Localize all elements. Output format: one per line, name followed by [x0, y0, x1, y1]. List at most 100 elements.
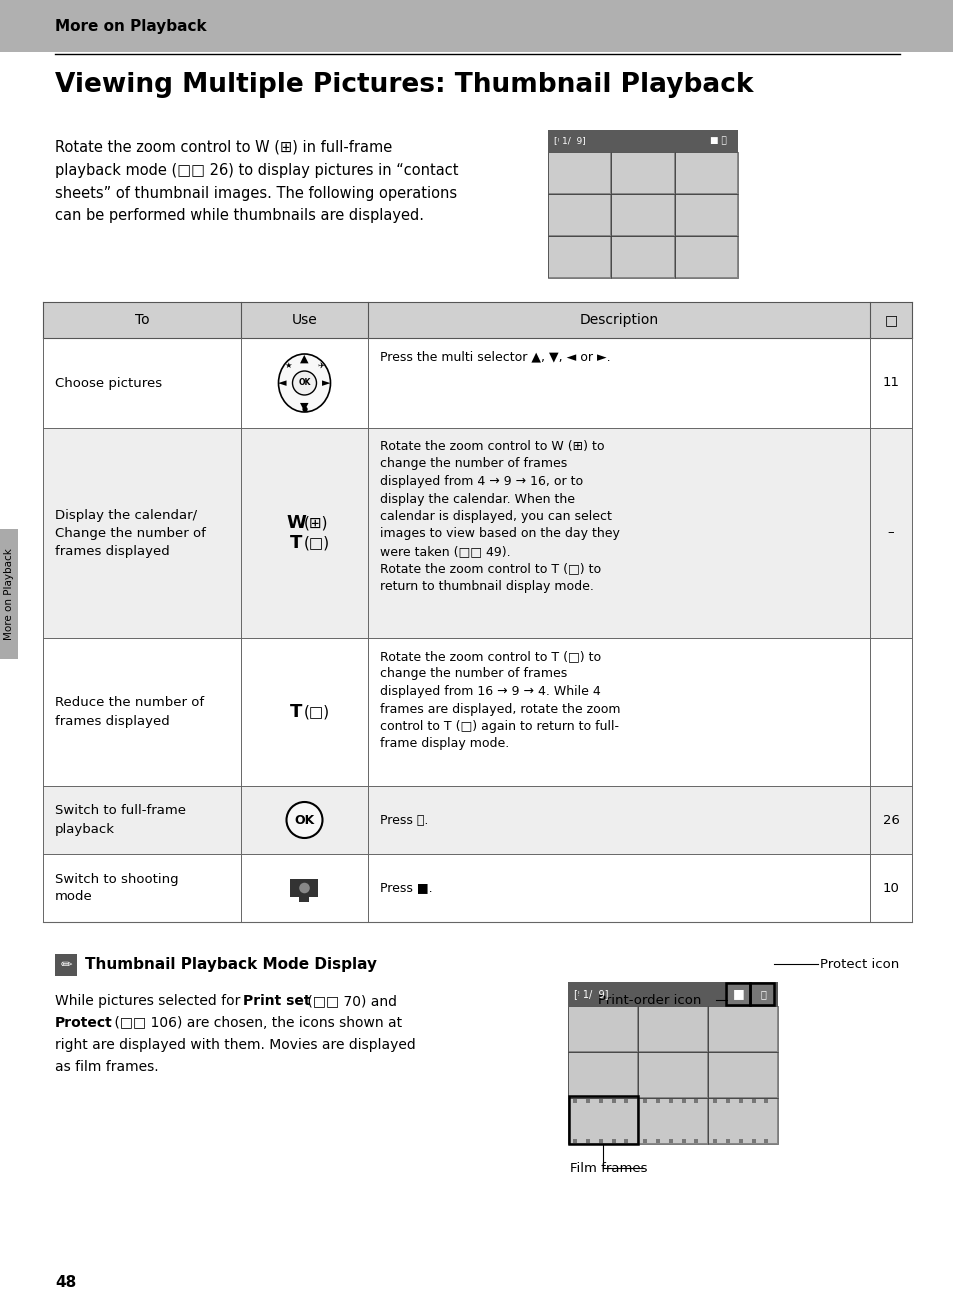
- Text: More on Playback: More on Playback: [4, 548, 14, 640]
- Text: Switch to full-frame
playback: Switch to full-frame playback: [55, 804, 186, 836]
- Text: ◄: ◄: [278, 378, 287, 388]
- Text: 11: 11: [882, 377, 899, 389]
- Bar: [548, 152, 610, 193]
- Text: While pictures selected for: While pictures selected for: [55, 993, 245, 1008]
- Text: ✏: ✏: [60, 958, 71, 972]
- Bar: [725, 1139, 729, 1143]
- Text: –: –: [886, 527, 893, 540]
- Text: Protect icon: Protect icon: [820, 958, 899, 971]
- Text: 10: 10: [882, 882, 899, 895]
- Bar: [567, 1099, 638, 1144]
- Text: Viewing Multiple Pictures: Thumbnail Playback: Viewing Multiple Pictures: Thumbnail Pla…: [55, 72, 753, 99]
- Bar: [611, 237, 674, 279]
- Text: [ᵎ 1/  9]: [ᵎ 1/ 9]: [554, 137, 585, 146]
- Text: OK: OK: [294, 813, 314, 827]
- Bar: [548, 237, 610, 277]
- Text: OK: OK: [298, 378, 311, 388]
- Bar: [725, 983, 749, 1005]
- Bar: [43, 302, 911, 338]
- Text: [ᵎ 1/  9]: [ᵎ 1/ 9]: [574, 989, 608, 999]
- Bar: [725, 1099, 729, 1102]
- Ellipse shape: [293, 371, 316, 396]
- Bar: [547, 237, 611, 279]
- Text: ★: ★: [284, 360, 292, 369]
- Text: □: □: [883, 313, 897, 327]
- Bar: [43, 854, 911, 922]
- Text: ▼: ▼: [300, 402, 309, 413]
- Bar: [598, 1139, 602, 1143]
- Text: ■ Ⓞ: ■ Ⓞ: [709, 137, 726, 146]
- Bar: [611, 1139, 615, 1143]
- Bar: [680, 1099, 685, 1102]
- Bar: [573, 1099, 577, 1102]
- Text: Press the multi selector ▲, ▼, ◄ or ►.: Press the multi selector ▲, ▼, ◄ or ►.: [379, 350, 610, 363]
- Bar: [638, 1099, 707, 1144]
- Bar: [611, 1099, 615, 1102]
- Bar: [708, 1053, 776, 1097]
- Bar: [43, 786, 911, 854]
- Text: (□□ 106) are chosen, the icons shown at: (□□ 106) are chosen, the icons shown at: [110, 1016, 402, 1030]
- Text: right are displayed with them. Movies are displayed: right are displayed with them. Movies ar…: [55, 1038, 416, 1053]
- Bar: [43, 428, 911, 639]
- Bar: [656, 1139, 659, 1143]
- Bar: [568, 1053, 637, 1097]
- Ellipse shape: [278, 353, 330, 413]
- Bar: [713, 1139, 717, 1143]
- Bar: [751, 1099, 755, 1102]
- Bar: [708, 1007, 776, 1051]
- Text: (⊞): (⊞): [304, 515, 329, 531]
- Text: ▲: ▲: [300, 353, 309, 364]
- Bar: [568, 1096, 638, 1144]
- Bar: [749, 983, 773, 1005]
- Bar: [694, 1139, 698, 1143]
- Bar: [713, 1099, 717, 1102]
- Bar: [694, 1099, 698, 1102]
- Bar: [0, 530, 18, 660]
- Bar: [547, 130, 738, 279]
- Bar: [568, 1099, 637, 1143]
- Text: Print set: Print set: [243, 993, 310, 1008]
- Bar: [738, 1099, 742, 1102]
- Text: T: T: [290, 533, 302, 552]
- Bar: [585, 1139, 590, 1143]
- Bar: [668, 1099, 672, 1102]
- Text: Switch to shooting
mode: Switch to shooting mode: [55, 872, 178, 904]
- Bar: [674, 237, 738, 279]
- Bar: [639, 1007, 706, 1051]
- Text: Press ■.: Press ■.: [379, 882, 432, 895]
- Bar: [567, 1007, 638, 1053]
- Text: Press Ⓞ.: Press Ⓞ.: [379, 813, 428, 827]
- Bar: [738, 1139, 742, 1143]
- Bar: [675, 237, 737, 277]
- Text: 48: 48: [55, 1275, 76, 1290]
- Bar: [675, 152, 737, 193]
- Bar: [567, 982, 778, 1007]
- Bar: [0, 0, 953, 53]
- Bar: [43, 639, 911, 786]
- Text: (□): (□): [303, 704, 329, 720]
- Bar: [707, 1053, 778, 1099]
- Text: More on Playback: More on Playback: [55, 18, 207, 33]
- Bar: [763, 1099, 767, 1102]
- Bar: [612, 194, 673, 235]
- Bar: [668, 1139, 672, 1143]
- Bar: [639, 1053, 706, 1097]
- Text: (□): (□): [303, 536, 329, 551]
- Bar: [751, 984, 773, 1004]
- Text: (□□ 70) and: (□□ 70) and: [303, 993, 396, 1008]
- Bar: [547, 130, 738, 152]
- Bar: [547, 194, 611, 237]
- Bar: [751, 1139, 755, 1143]
- Bar: [291, 879, 318, 897]
- Circle shape: [286, 802, 322, 838]
- Bar: [707, 1099, 778, 1144]
- Bar: [299, 896, 309, 901]
- Text: Protect: Protect: [55, 1016, 112, 1030]
- Bar: [623, 1139, 628, 1143]
- Text: Description: Description: [578, 313, 658, 327]
- Text: Rotate the zoom control to W (⊞) to
change the number of frames
displayed from 4: Rotate the zoom control to W (⊞) to chan…: [379, 440, 619, 593]
- Text: Rotate the zoom control to W (⊞) in full-frame
playback mode (□□ 26) to display : Rotate the zoom control to W (⊞) in full…: [55, 141, 458, 223]
- Bar: [707, 1007, 778, 1053]
- Bar: [568, 1007, 637, 1051]
- Text: 26: 26: [882, 813, 899, 827]
